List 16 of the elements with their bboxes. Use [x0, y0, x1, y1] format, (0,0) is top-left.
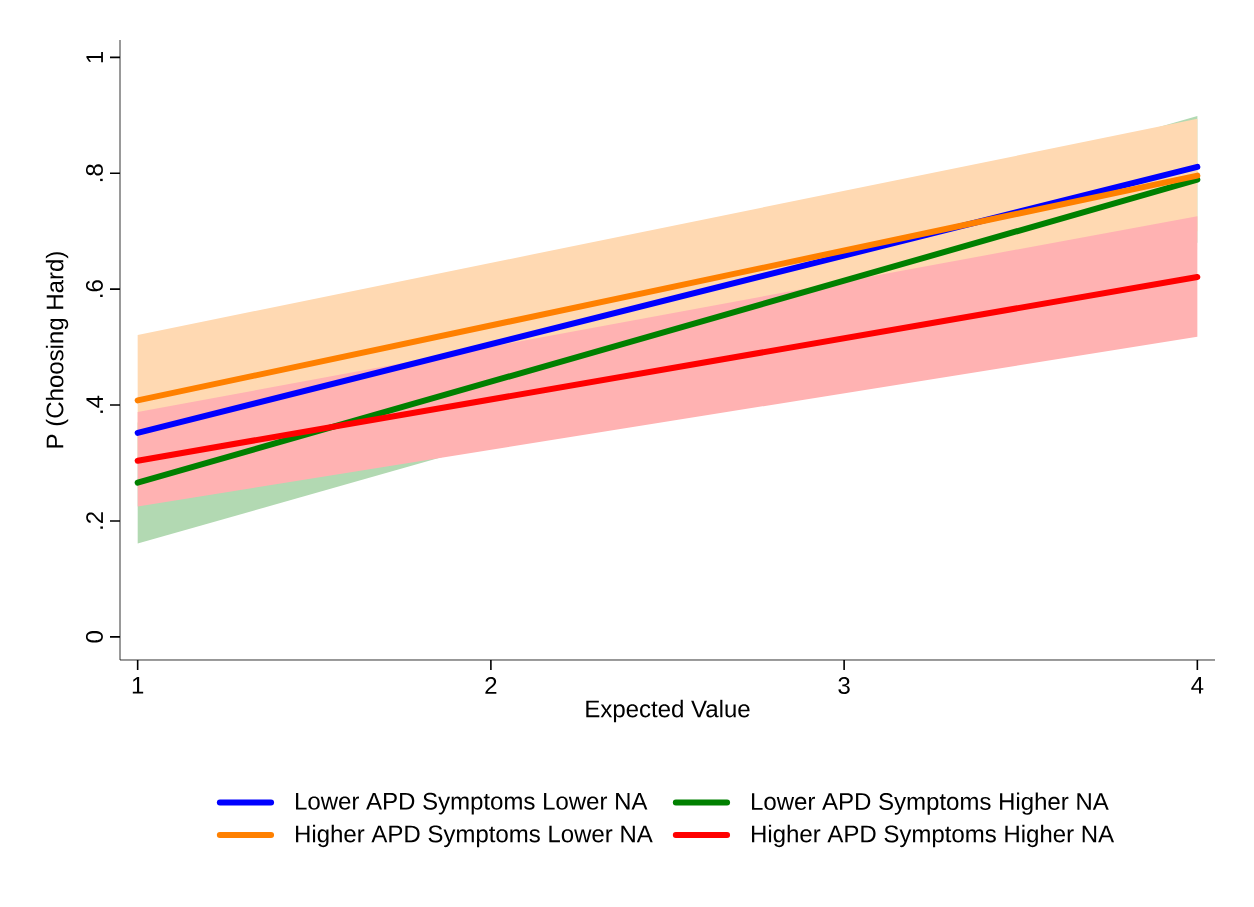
y-tick-label: .8: [85, 164, 103, 182]
legend-label: Higher APD Symptoms Higher NA: [752, 824, 1115, 848]
y-tick-label: 0: [85, 631, 103, 643]
y-axis-title: P (Choosing Hard): [45, 252, 69, 448]
legend-label: Lower APD Symptoms Lower NA: [296, 792, 648, 815]
legend-label: Lower APD Symptoms Higher NA: [752, 792, 1109, 815]
y-tick-label: .2: [86, 512, 103, 529]
x-tick-label: 1: [132, 677, 144, 694]
x-tick-label: 3: [838, 677, 850, 695]
x-tick-label: 4: [1191, 677, 1204, 694]
y-tick-label: .4: [86, 395, 103, 413]
legend-label: Higher APD Symptoms Lower NA: [296, 824, 653, 848]
x-axis-title: Expected Value: [586, 699, 750, 723]
y-tick-label: .6: [85, 280, 103, 297]
y-tick-label: 1: [86, 51, 103, 63]
x-tick-label: 2: [485, 677, 497, 694]
